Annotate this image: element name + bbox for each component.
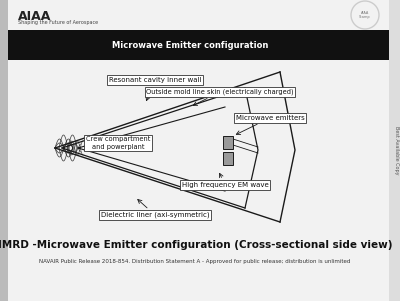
- Text: Microwave emitters: Microwave emitters: [236, 115, 304, 135]
- Bar: [223, 152, 233, 165]
- Text: NAVAIR Public Release 2018-854. Distribution Statement A - Approved for public r: NAVAIR Public Release 2018-854. Distribu…: [39, 259, 351, 265]
- Text: High frequency EM wave: High frequency EM wave: [182, 173, 268, 188]
- Text: AIAA
Stamp: AIAA Stamp: [359, 11, 371, 19]
- Text: Best Available Copy: Best Available Copy: [394, 126, 398, 174]
- Text: Crew compartment
and powerplant: Crew compartment and powerplant: [86, 136, 150, 150]
- Bar: [8, 30, 389, 60]
- Text: Resonant cavity inner wall: Resonant cavity inner wall: [109, 77, 201, 101]
- Text: Shaping the Future of Aerospace: Shaping the Future of Aerospace: [18, 20, 98, 25]
- Bar: [389, 0, 400, 301]
- Bar: [0, 0, 8, 301]
- Text: IMRD -Microwave Emitter configuration (Cross-sectional side view): IMRD -Microwave Emitter configuration (C…: [0, 240, 392, 250]
- Text: AIAA: AIAA: [18, 10, 51, 23]
- Text: Dielectric liner (axi-symmetric): Dielectric liner (axi-symmetric): [101, 200, 209, 218]
- Text: Microwave Emitter configuration: Microwave Emitter configuration: [112, 41, 268, 49]
- Text: Outside mold line skin (electrically charged): Outside mold line skin (electrically cha…: [146, 89, 294, 105]
- Bar: [223, 136, 233, 149]
